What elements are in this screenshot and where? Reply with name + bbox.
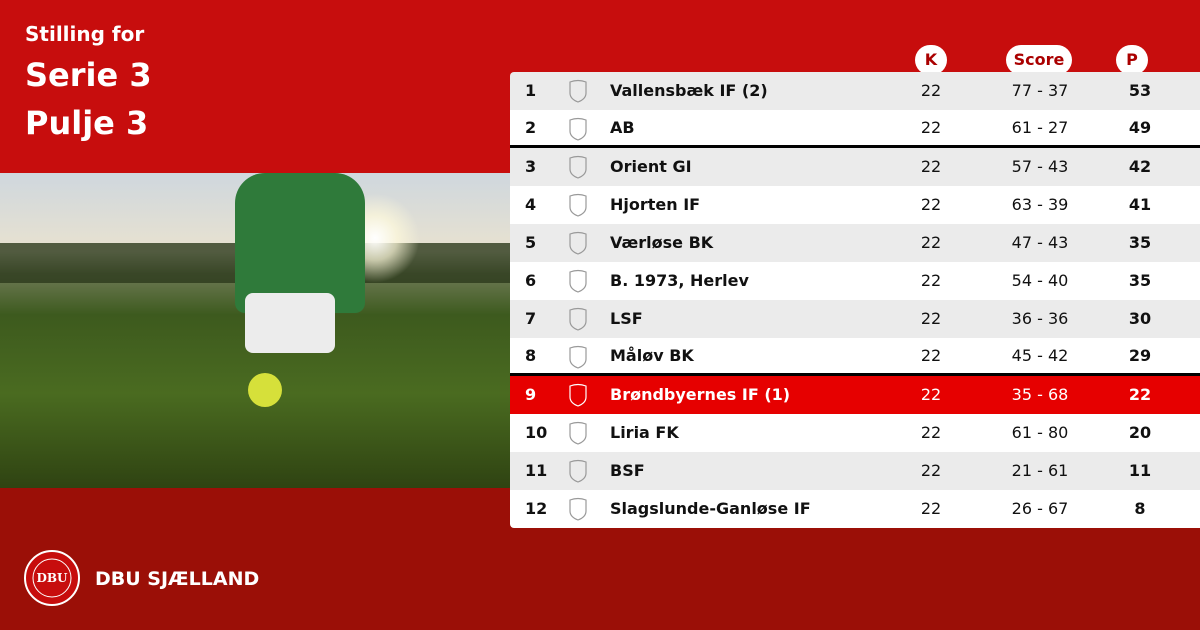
club-crest-icon [569,307,587,331]
points: 49 [1128,118,1152,137]
matches-played: 22 [920,499,942,518]
column-header-score: Score [1006,45,1072,75]
goal-score: 57 - 43 [1011,157,1069,176]
pool-title: Pulje 3 [25,104,149,142]
club-crest-icon [569,269,587,293]
club-crest-icon [569,155,587,179]
points: 8 [1134,499,1146,518]
column-header-p: P [1116,45,1148,75]
goal-score: 21 - 61 [1011,461,1069,480]
table-row: 12 Slagslunde-Ganløse IF 22 26 - 67 8 [510,490,1200,528]
points: 53 [1128,81,1152,100]
table-row: 7 LSF 22 36 - 36 30 [510,300,1200,338]
club-crest-icon [569,383,587,407]
position: 1 [525,81,537,100]
table-row: 1 Vallensbæk IF (2) 22 77 - 37 53 [510,72,1200,110]
position: 5 [525,233,537,252]
position: 3 [525,157,537,176]
matches-played: 22 [920,461,942,480]
points: 42 [1128,157,1152,176]
goal-score: 47 - 43 [1011,233,1069,252]
heading-label: Stilling for [25,22,145,46]
position: 8 [525,346,537,365]
team-name: Brøndbyernes IF (1) [610,385,791,404]
points: 35 [1128,233,1152,252]
matches-played: 22 [920,233,942,252]
points: 30 [1128,309,1152,328]
points: 35 [1128,271,1152,290]
team-name: Måløv BK [610,346,694,365]
football-photo [0,173,510,488]
points: 11 [1128,461,1152,480]
table-row: 3 Orient GI 22 57 - 43 42 [510,148,1200,186]
club-crest-icon [569,117,587,141]
goal-score: 61 - 27 [1011,118,1069,137]
table-row: 2 AB 22 61 - 27 49 [510,110,1200,148]
points: 22 [1128,385,1152,404]
position: 11 [525,461,548,480]
team-name: BSF [610,461,645,480]
matches-played: 22 [920,195,942,214]
club-crest-icon [569,345,587,369]
team-name: Hjorten IF [610,195,701,214]
table-row: 11 BSF 22 21 - 61 11 [510,452,1200,490]
position: 2 [525,118,537,137]
column-header-k: K [915,45,947,75]
matches-played: 22 [920,309,942,328]
table-row: 6 B. 1973, Herlev 22 54 - 40 35 [510,262,1200,300]
position: 10 [525,423,548,442]
standings-table: 1 Vallensbæk IF (2) 22 77 - 37 53 2 AB 22… [510,72,1200,528]
position: 6 [525,271,537,290]
team-name: LSF [610,309,643,328]
table-row: 10 Liria FK 22 61 - 80 20 [510,414,1200,452]
brand-name: DBU SJÆLLAND [95,568,260,590]
position: 9 [525,385,537,404]
matches-played: 22 [920,118,942,137]
goal-score: 36 - 36 [1011,309,1069,328]
position: 12 [525,499,548,518]
matches-played: 22 [920,346,942,365]
club-crest-icon [569,421,587,445]
club-crest-icon [569,459,587,483]
matches-played: 22 [920,385,942,404]
goal-score: 45 - 42 [1011,346,1069,365]
table-row: 9 Brøndbyernes IF (1) 22 35 - 68 22 [510,376,1200,414]
team-name: AB [610,118,635,137]
points: 29 [1128,346,1152,365]
club-crest-icon [569,497,587,521]
matches-played: 22 [920,423,942,442]
points: 41 [1128,195,1152,214]
club-crest-icon [569,193,587,217]
goal-score: 61 - 80 [1011,423,1069,442]
team-name: B. 1973, Herlev [610,271,749,290]
goal-score: 26 - 67 [1011,499,1069,518]
dbu-logo: DBU [24,550,80,606]
goal-score: 54 - 40 [1011,271,1069,290]
table-row: 4 Hjorten IF 22 63 - 39 41 [510,186,1200,224]
goal-score: 35 - 68 [1011,385,1069,404]
table-row: 8 Måløv BK 22 45 - 42 29 [510,338,1200,376]
club-crest-icon [569,79,587,103]
position: 4 [525,195,537,214]
matches-played: 22 [920,271,942,290]
svg-text:DBU: DBU [36,571,68,585]
table-row: 5 Værløse BK 22 47 - 43 35 [510,224,1200,262]
series-title: Serie 3 [25,56,152,94]
goal-score: 77 - 37 [1011,81,1069,100]
matches-played: 22 [920,81,942,100]
goal-score: 63 - 39 [1011,195,1069,214]
team-name: Værløse BK [610,233,714,252]
points: 20 [1128,423,1152,442]
club-crest-icon [569,231,587,255]
matches-played: 22 [920,157,942,176]
team-name: Liria FK [610,423,679,442]
team-name: Slagslunde-Ganløse IF [610,499,811,518]
position: 7 [525,309,537,328]
team-name: Orient GI [610,157,692,176]
team-name: Vallensbæk IF (2) [610,81,768,100]
